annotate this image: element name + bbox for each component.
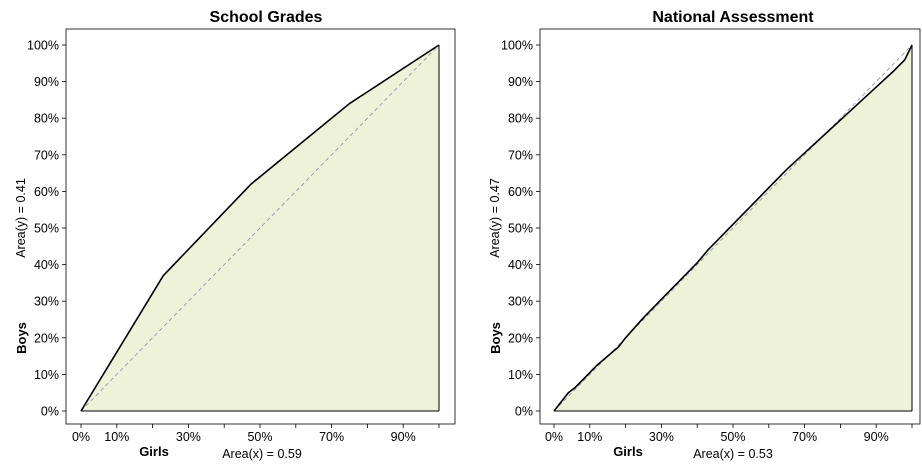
- y-tick-label: 100%: [501, 39, 533, 53]
- x-tick-label: 50%: [247, 430, 272, 444]
- x-tick-label: 10%: [104, 430, 129, 444]
- area-y-label: Area(y) = 0.41: [14, 178, 28, 258]
- chart-title: School Grades: [210, 9, 323, 26]
- x-tick-label: 0%: [545, 430, 563, 444]
- y-tick-label: 10%: [508, 368, 533, 382]
- y-tick-label: 40%: [508, 258, 533, 272]
- y-tick-label: 50%: [34, 222, 59, 236]
- x-tick-label: 0%: [72, 430, 90, 444]
- y-tick-label: 80%: [34, 112, 59, 126]
- y-tick-label: 40%: [34, 258, 59, 272]
- y-tick-label: 70%: [34, 148, 59, 162]
- y-tick-label: 70%: [508, 148, 533, 162]
- concentration-curve: [80, 44, 440, 412]
- y-tick-label: 80%: [508, 112, 533, 126]
- x-tick-label: 70%: [319, 430, 344, 444]
- x-axis-label: Girls: [139, 444, 169, 459]
- x-tick-label: 30%: [649, 430, 674, 444]
- diagonal-reference-line: [80, 44, 440, 412]
- y-tick-label: 50%: [508, 222, 533, 236]
- area-y-label: Area(y) = 0.47: [488, 178, 502, 258]
- x-tick-label: 90%: [391, 430, 416, 444]
- y-tick-label: 30%: [508, 295, 533, 309]
- y-tick-label: 20%: [508, 331, 533, 345]
- y-axis-label: Boys: [14, 322, 29, 354]
- y-tick-label: 20%: [34, 331, 59, 345]
- x-tick-label: 10%: [577, 430, 602, 444]
- y-tick-label: 10%: [34, 368, 59, 382]
- x-axis-label: Girls: [613, 444, 643, 459]
- panel-school-grades: 0% 10% 20% 30% 40% 50% 60% 70% 80% 90% 100% 0% 10% 30…: [14, 9, 456, 461]
- x-tick-label: 90%: [864, 430, 889, 444]
- plot-frame: [65, 28, 456, 425]
- x-tick-label: 30%: [176, 430, 201, 444]
- chart-title: National Assessment: [652, 9, 814, 26]
- area-x-label: Area(x) = 0.59: [222, 447, 302, 461]
- concentration-curve: [553, 44, 913, 412]
- y-tick-label: 90%: [34, 75, 59, 89]
- y-axis-label: Boys: [488, 322, 503, 354]
- y-tick-label: 0%: [515, 405, 533, 419]
- x-tick-label: 50%: [720, 430, 745, 444]
- plot-frame: [539, 28, 921, 425]
- panel-national-assessment: 0% 10% 20% 30% 40% 50% 60% 70% 80% 90% 100% 0% 10% 30…: [488, 9, 921, 461]
- y-tick-label: 100%: [27, 39, 59, 53]
- y-tick-label: 30%: [34, 295, 59, 309]
- y-tick-label: 60%: [508, 185, 533, 199]
- y-tick-label: 90%: [508, 75, 533, 89]
- x-tick-label: 70%: [792, 430, 817, 444]
- y-tick-label: 60%: [34, 185, 59, 199]
- area-x-label: Area(x) = 0.53: [693, 447, 773, 461]
- y-tick-label: 0%: [41, 405, 59, 419]
